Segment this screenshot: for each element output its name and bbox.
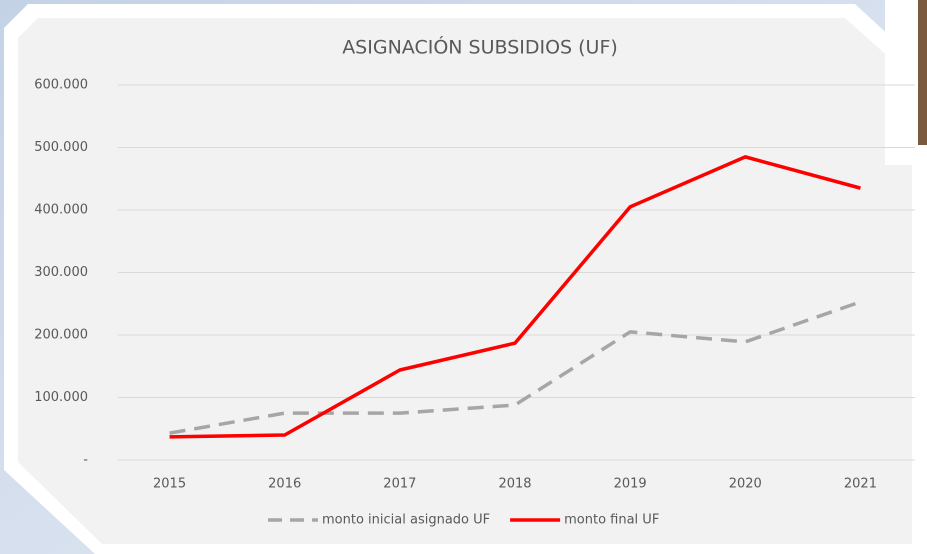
y-tick-label: - — [83, 453, 88, 468]
legend-label: monto inicial asignado UF — [322, 513, 490, 528]
x-tick-label: 2015 — [153, 477, 186, 492]
y-tick-label: 200.000 — [34, 328, 88, 343]
legend-label: monto final UF — [564, 513, 659, 528]
page: {"chart_data": {"type": "line", "title":… — [0, 0, 927, 554]
x-tick-label: 2020 — [729, 477, 762, 492]
x-tick-label: 2021 — [844, 477, 877, 492]
slide: ASIGNACIÓN SUBSIDIOS (UF) - 100.000 200.00… — [0, 0, 927, 554]
y-tick-label: 600.000 — [34, 78, 88, 93]
x-tick-label: 2016 — [268, 477, 301, 492]
x-tick-label: 2017 — [383, 477, 416, 492]
y-tick-label: 400.000 — [34, 203, 88, 218]
x-tick-label: 2019 — [614, 477, 647, 492]
y-tick-label: 500.000 — [34, 140, 88, 155]
y-tick-label: 100.000 — [34, 390, 88, 405]
x-tick-label: 2018 — [498, 477, 531, 492]
chart-area — [18, 18, 912, 544]
y-tick-label: 300.000 — [34, 265, 88, 280]
photo — [918, 0, 927, 145]
chart-title: ASIGNACIÓN SUBSIDIOS (UF) — [342, 35, 618, 59]
